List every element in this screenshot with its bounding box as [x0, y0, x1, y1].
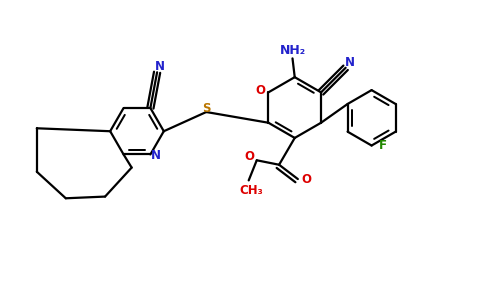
- Text: N: N: [345, 56, 355, 69]
- Text: O: O: [244, 150, 255, 163]
- Text: N: N: [151, 149, 161, 162]
- Text: CH₃: CH₃: [239, 184, 263, 197]
- Text: S: S: [202, 102, 211, 115]
- Text: O: O: [301, 172, 311, 185]
- Text: NH₂: NH₂: [280, 44, 306, 57]
- Text: F: F: [379, 139, 387, 152]
- Text: N: N: [155, 60, 165, 74]
- Text: O: O: [256, 84, 265, 97]
